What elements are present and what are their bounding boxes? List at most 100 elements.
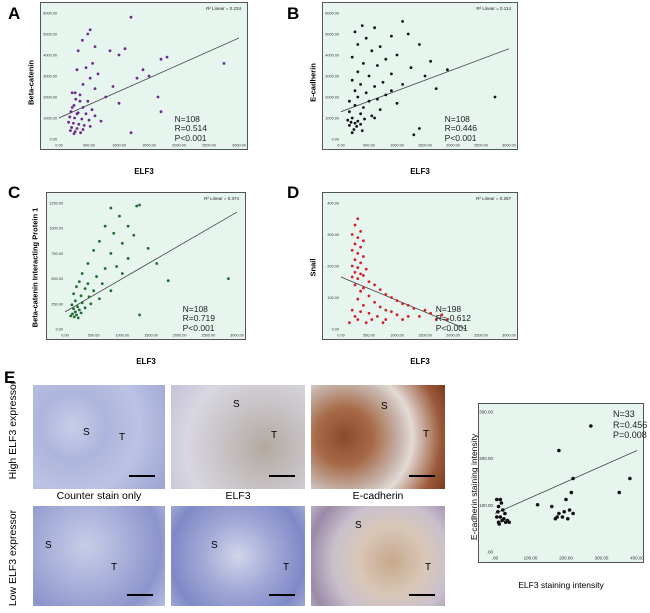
panel-d-xtick-label: 1500.00 — [418, 334, 432, 338]
panel-b-data-point — [384, 57, 388, 61]
panel-c-data-point — [115, 265, 118, 268]
panel-a-r2: R² Linear = 0.234 — [206, 6, 241, 11]
panel-c-p: P<0.001 — [182, 322, 215, 333]
panel-c-xlabel: ELF3 — [136, 357, 156, 366]
panel-c-ylabel: Beta-catenin Interacting Protein 1 — [30, 207, 40, 328]
panel-b-data-point — [359, 83, 362, 86]
panel-b-data-point — [359, 112, 362, 116]
scale-bar — [129, 475, 155, 477]
panel-c-xtick-label: 3000.00 — [230, 334, 244, 338]
panel-d-data-point — [356, 217, 360, 221]
panel-d-data-point — [362, 255, 365, 258]
panel-c-data-point — [75, 285, 78, 289]
panel-c-data-point — [135, 204, 139, 208]
panel-e-data-point — [502, 516, 506, 521]
panel-d-data-point — [395, 313, 399, 317]
panel-e-xtick-label: 300.00 — [595, 556, 609, 561]
panel-b-data-point — [493, 95, 497, 99]
panel-a-data-point — [74, 97, 78, 101]
panel-b-data-point — [418, 43, 421, 46]
panel-b-data-point — [350, 131, 354, 135]
panel-a-data-point — [72, 121, 75, 125]
panel-b-data-point — [390, 34, 393, 38]
panel-e-xtick-label: .00 — [492, 556, 499, 561]
panel-b-data-point — [360, 24, 364, 27]
panel-b-data-point — [390, 72, 393, 76]
panel-b-data-point — [370, 114, 374, 118]
panel-a-data-point — [75, 112, 79, 116]
panel-a-data-point — [67, 120, 70, 124]
panel-c-data-point — [155, 262, 159, 265]
panel-c-data-point — [138, 203, 141, 207]
panel-b-data-point — [401, 83, 404, 86]
panel-d-data-point — [373, 283, 376, 287]
panel-e-n: N=33 — [613, 409, 635, 419]
panel-d-data-point — [362, 239, 365, 243]
micrograph-high-counterstain: S T — [33, 385, 165, 489]
panel-c-ytick-label: 250.00 — [51, 302, 63, 306]
panel-d-data-point — [373, 300, 376, 304]
panel-e-p: P=0.008 — [613, 430, 647, 440]
panel-c-data-point — [92, 248, 96, 252]
panel-b-xtick-label: 1000.00 — [390, 144, 404, 148]
panel-e-data-point — [494, 515, 499, 519]
panel-e-data-point — [496, 509, 500, 514]
panel-e-data-point — [501, 508, 505, 512]
scale-bar — [409, 475, 435, 477]
panel-c-xtick-label: 1000.00 — [115, 334, 129, 338]
panel-c-data-point — [98, 297, 101, 301]
panel-b-xtick-label: 2000.00 — [446, 144, 460, 148]
panel-d-r2: R² Linear = 0.267 — [476, 196, 511, 201]
panel-a-xtick-label: 1500.00 — [142, 144, 156, 148]
panel-d-xtick-label: 1000.00 — [390, 334, 404, 338]
panel-d-data-point — [353, 270, 357, 274]
panel-d-data-point — [384, 292, 388, 296]
micro-label-t: T — [119, 432, 126, 443]
panel-c-data-point — [69, 314, 73, 318]
panel-c-xtick-label: 1500.00 — [144, 334, 158, 338]
panel-d-data-point — [367, 311, 371, 315]
panel-a-data-point — [81, 128, 85, 131]
micro-label-s: S — [381, 401, 388, 412]
panel-a-ytick-label: 0.00 — [50, 138, 57, 142]
panel-e-data-point — [589, 424, 593, 428]
panel-d-data-point — [367, 280, 371, 284]
panel-d-data-point — [359, 310, 362, 314]
panel-e-data-point — [571, 511, 575, 516]
panel-c-data-point — [76, 316, 80, 320]
panel-b-data-point — [350, 55, 354, 59]
panel-b-data-point — [406, 32, 410, 36]
panel-e-data-point — [571, 476, 575, 481]
panel-d-data-point — [364, 321, 368, 325]
panel-d-data-point — [359, 272, 362, 276]
panel-b-xlabel: ELF3 — [410, 167, 430, 176]
panel-e-ytick-label: 200.00 — [479, 456, 493, 461]
panel-b-data-point — [376, 97, 379, 101]
panel-d-r: R=-0.612 — [435, 313, 471, 323]
panel-a-xtick-label: 500.00 — [83, 144, 95, 148]
panel-c-data-point — [83, 287, 87, 291]
panel-d-ytick-label: 200.00 — [327, 265, 339, 269]
panel-b-data-point — [373, 116, 376, 120]
panel-e-data-point — [557, 511, 561, 516]
panel-b-r: R=0.446 — [444, 123, 477, 133]
panel-b-data-point — [362, 62, 365, 65]
panel-c-data-point — [79, 294, 83, 298]
panel-a-data-point — [76, 49, 80, 53]
panel-b-data-point — [359, 122, 362, 126]
panel-a-data-point — [82, 123, 86, 127]
panel-a-stats: N=108 R=0.514 P<0.001 — [175, 114, 207, 144]
panel-b-data-point — [376, 64, 379, 67]
panel-b-ytick-label: 6000.00 — [325, 12, 339, 16]
panel-a-data-point — [86, 32, 90, 36]
panel-b-data-point — [364, 36, 368, 40]
panel-a-data-point — [78, 99, 82, 103]
panel-letter-d: D — [287, 183, 300, 202]
caption-elf3: ELF3 — [225, 490, 251, 502]
panel-d-data-point — [353, 223, 357, 227]
panel-b-data-point — [353, 89, 357, 93]
panel-a-data-point — [117, 101, 121, 105]
panel-d-data-point — [390, 310, 393, 314]
panel-d-data-point — [359, 289, 362, 293]
panel-letter-b: B — [287, 4, 300, 23]
